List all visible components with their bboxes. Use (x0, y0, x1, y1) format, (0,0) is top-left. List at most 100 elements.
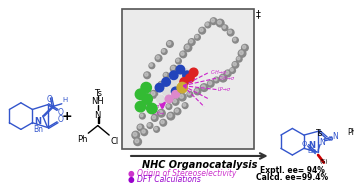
Circle shape (232, 61, 239, 68)
Circle shape (158, 109, 165, 117)
Text: O: O (301, 141, 307, 147)
Circle shape (180, 78, 188, 86)
Circle shape (170, 65, 177, 72)
Circle shape (170, 71, 178, 80)
Circle shape (238, 50, 246, 57)
Circle shape (224, 70, 231, 77)
Circle shape (171, 87, 180, 96)
Circle shape (139, 113, 145, 119)
Circle shape (210, 18, 217, 25)
Text: C-H→: C-H→ (152, 111, 165, 116)
Circle shape (152, 116, 156, 119)
Circle shape (135, 89, 146, 99)
Text: Bn: Bn (307, 148, 316, 154)
Circle shape (185, 45, 189, 49)
Circle shape (154, 127, 160, 132)
Circle shape (201, 85, 205, 89)
Circle shape (165, 95, 173, 103)
Circle shape (159, 82, 162, 86)
Circle shape (174, 108, 181, 115)
Circle shape (168, 113, 172, 117)
Circle shape (214, 78, 217, 81)
Text: ● Origin of Stereoselectivity: ● Origin of Stereoselectivity (128, 169, 236, 177)
Circle shape (181, 69, 189, 76)
Circle shape (237, 57, 240, 60)
Circle shape (142, 130, 145, 133)
Text: Ts: Ts (94, 89, 102, 98)
Text: Exptl. ee= 94%: Exptl. ee= 94% (260, 166, 325, 175)
Circle shape (137, 124, 144, 131)
Circle shape (188, 39, 195, 45)
Circle shape (144, 72, 150, 79)
Circle shape (155, 55, 162, 61)
Text: Bn: Bn (33, 125, 43, 134)
Circle shape (167, 112, 175, 120)
Circle shape (141, 82, 152, 93)
Text: ‡: ‡ (255, 9, 260, 19)
Circle shape (138, 125, 141, 128)
Circle shape (160, 119, 167, 126)
Circle shape (189, 68, 198, 77)
Text: (S): (S) (320, 159, 328, 164)
Text: N: N (35, 117, 41, 125)
Circle shape (228, 30, 232, 33)
Circle shape (222, 25, 228, 31)
Circle shape (200, 84, 208, 91)
Circle shape (167, 104, 170, 107)
Text: N: N (319, 138, 325, 147)
Circle shape (188, 92, 190, 95)
Circle shape (216, 19, 224, 27)
Text: Ph: Ph (77, 135, 87, 144)
Text: N: N (95, 111, 101, 120)
Text: N: N (308, 141, 315, 150)
Circle shape (164, 73, 167, 76)
Circle shape (242, 45, 246, 49)
Circle shape (180, 51, 187, 58)
Text: C-H→σ: C-H→σ (218, 76, 234, 81)
Circle shape (230, 68, 235, 73)
Circle shape (227, 29, 234, 36)
Circle shape (239, 51, 243, 55)
Circle shape (179, 94, 183, 98)
Circle shape (134, 138, 142, 146)
Circle shape (149, 63, 155, 69)
Circle shape (173, 99, 177, 103)
Circle shape (176, 58, 181, 64)
Text: O: O (46, 95, 52, 104)
Circle shape (156, 56, 159, 59)
Circle shape (205, 22, 211, 28)
Text: ● DFT Calculations: ● DFT Calculations (128, 175, 201, 184)
Circle shape (141, 129, 148, 136)
Circle shape (176, 65, 185, 74)
Circle shape (195, 34, 200, 40)
Circle shape (230, 68, 233, 71)
Circle shape (175, 74, 182, 82)
Circle shape (236, 56, 242, 62)
Text: Cl: Cl (110, 137, 118, 146)
Circle shape (171, 66, 175, 70)
Circle shape (219, 74, 227, 82)
Circle shape (199, 27, 206, 34)
Circle shape (172, 98, 179, 105)
Text: Ph: Ph (348, 128, 354, 137)
Circle shape (207, 81, 214, 87)
Circle shape (208, 81, 212, 85)
Text: Ts: Ts (316, 129, 324, 138)
Circle shape (163, 72, 169, 78)
Text: +: + (61, 110, 72, 123)
Circle shape (233, 38, 236, 41)
Circle shape (206, 23, 209, 26)
Circle shape (156, 95, 164, 103)
Circle shape (200, 28, 203, 32)
Circle shape (195, 35, 198, 38)
Circle shape (162, 78, 170, 86)
Circle shape (181, 52, 184, 55)
Circle shape (167, 41, 173, 47)
Circle shape (135, 139, 139, 143)
Circle shape (159, 111, 162, 114)
Circle shape (175, 109, 178, 112)
Circle shape (146, 103, 152, 110)
Circle shape (195, 89, 198, 92)
Circle shape (148, 123, 151, 126)
Circle shape (178, 93, 186, 101)
